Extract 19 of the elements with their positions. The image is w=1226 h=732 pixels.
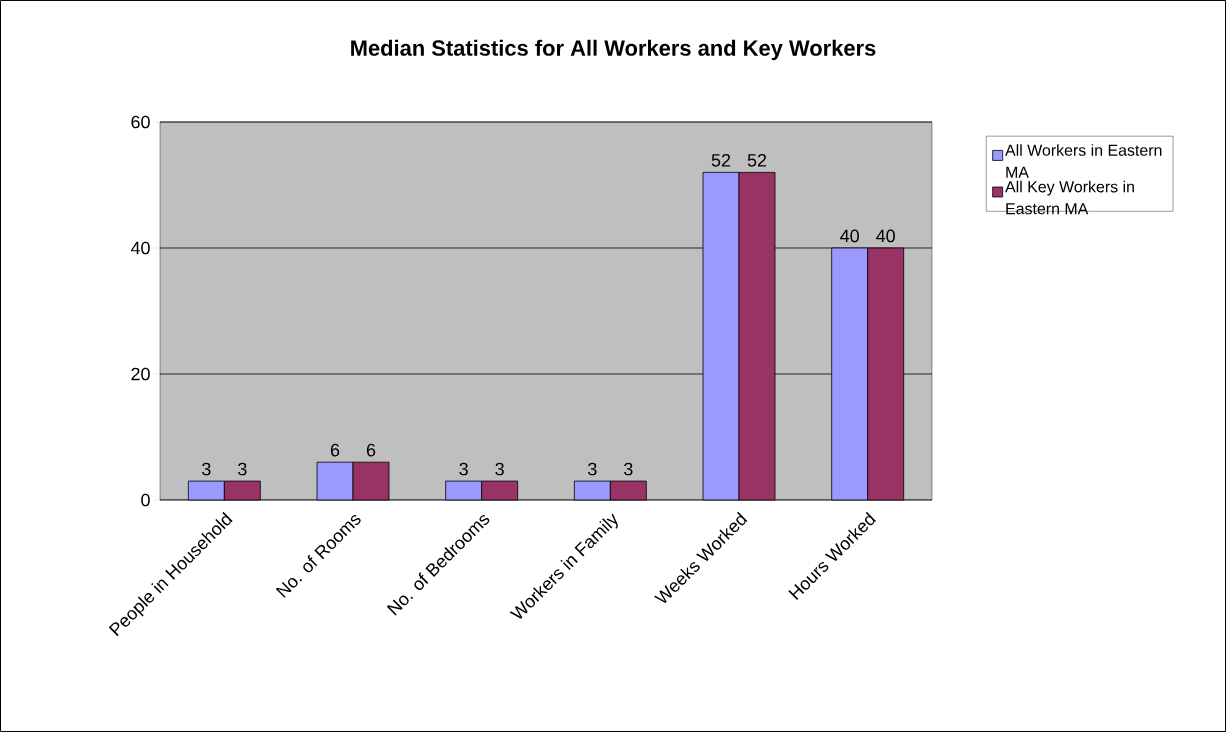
y-tick-label: 60 [131, 115, 150, 129]
chart-title: Median Statistics for All Workers and Key Workers [351, 39, 876, 61]
legend-label: All Key Workers in Eastern MA [1005, 180, 1134, 215]
data-label: 3 [238, 462, 247, 476]
y-tick-label: 40 [130, 241, 150, 255]
y-tick-label: 20 [131, 367, 150, 381]
data-label: 6 [366, 443, 376, 457]
data-label: 3 [588, 462, 597, 476]
data-label: 3 [459, 462, 468, 476]
data-label: 40 [876, 229, 895, 243]
data-label: 52 [747, 153, 767, 167]
data-label: 6 [330, 443, 340, 457]
data-label: 3 [624, 462, 633, 476]
y-tick-label: 0 [141, 493, 150, 507]
data-label: 52 [711, 153, 731, 167]
data-label: 3 [202, 462, 211, 476]
legend-label: All Workers in Eastern MA [1005, 144, 1162, 178]
data-label: 40 [840, 229, 859, 243]
data-label: 3 [495, 462, 504, 476]
